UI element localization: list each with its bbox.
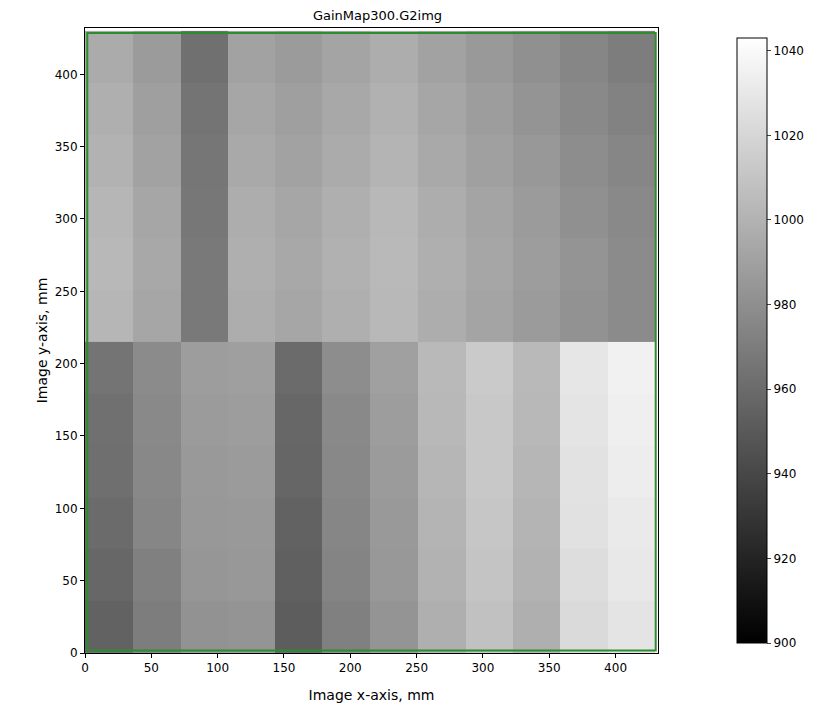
svg-text:350: 350: [538, 661, 561, 675]
svg-text:300: 300: [471, 661, 494, 675]
svg-text:400: 400: [55, 68, 78, 82]
svg-text:200: 200: [55, 357, 78, 371]
svg-text:0: 0: [81, 661, 89, 675]
svg-text:50: 50: [62, 574, 77, 588]
svg-text:100: 100: [55, 502, 78, 516]
svg-text:100: 100: [206, 661, 229, 675]
svg-text:GainMap300.G2img: GainMap300.G2img: [313, 8, 442, 23]
svg-text:150: 150: [273, 661, 296, 675]
svg-text:50: 50: [144, 661, 159, 675]
svg-text:920: 920: [773, 552, 796, 566]
svg-text:1020: 1020: [773, 129, 804, 143]
svg-text:980: 980: [773, 298, 796, 312]
svg-text:900: 900: [773, 636, 796, 650]
svg-text:0: 0: [70, 646, 78, 660]
svg-text:1040: 1040: [773, 44, 804, 58]
svg-text:940: 940: [773, 467, 796, 481]
svg-text:250: 250: [405, 661, 428, 675]
svg-text:400: 400: [604, 661, 627, 675]
svg-text:Image x-axis, mm: Image x-axis, mm: [309, 687, 435, 703]
svg-text:300: 300: [55, 212, 78, 226]
svg-text:Image y-axis, mm: Image y-axis, mm: [34, 278, 50, 404]
svg-text:250: 250: [55, 285, 78, 299]
svg-text:1000: 1000: [773, 213, 804, 227]
svg-text:350: 350: [55, 140, 78, 154]
svg-text:200: 200: [339, 661, 362, 675]
svg-text:150: 150: [55, 429, 78, 443]
svg-text:960: 960: [773, 382, 796, 396]
